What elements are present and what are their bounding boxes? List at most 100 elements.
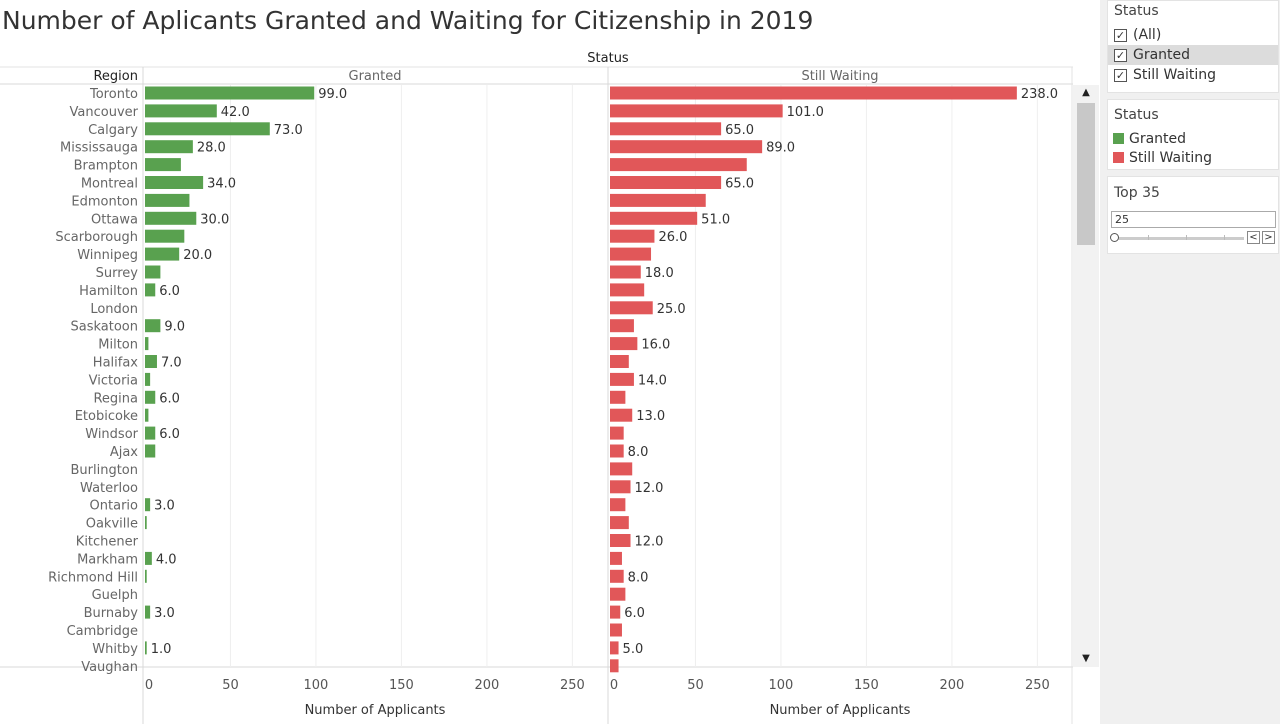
x-tick-label: 150 <box>854 678 879 693</box>
category-label: Victoria <box>89 373 138 388</box>
category-label: Scarborough <box>55 230 138 245</box>
parameter-input[interactable]: 25 <box>1111 211 1276 228</box>
x-tick-label: 0 <box>610 678 618 693</box>
category-label: Hamilton <box>79 284 138 299</box>
data-label: 16.0 <box>641 338 670 353</box>
data-label: 1.0 <box>151 642 172 657</box>
vertical-scrollbar[interactable]: ▲ ▼ <box>1073 85 1099 667</box>
bar <box>610 551 622 565</box>
parameter-title: Top 35 <box>1114 185 1160 201</box>
color-legend-card: Status Granted Still Waiting <box>1107 99 1279 170</box>
bar <box>610 623 622 637</box>
data-label: 6.0 <box>159 284 180 299</box>
category-label: Milton <box>98 338 138 353</box>
bar <box>610 426 624 440</box>
data-label: 99.0 <box>318 87 347 102</box>
panel-header-granted: Granted <box>349 69 402 84</box>
checkbox-icon[interactable]: ✓ <box>1114 48 1127 62</box>
legend-label: Granted <box>1129 130 1187 147</box>
scroll-thumb[interactable] <box>1077 103 1095 245</box>
checkbox-icon[interactable]: ✓ <box>1114 68 1127 82</box>
x-tick-label: 150 <box>389 678 414 693</box>
data-label: 34.0 <box>207 177 236 192</box>
bar <box>610 372 634 386</box>
data-label: 26.0 <box>658 230 687 245</box>
data-label: 42.0 <box>221 105 250 120</box>
data-label: 65.0 <box>725 177 754 192</box>
data-label: 6.0 <box>159 427 180 442</box>
bar <box>610 122 722 136</box>
chevron-left-icon[interactable]: < <box>1247 231 1260 244</box>
chevron-right-icon[interactable]: > <box>1262 231 1275 244</box>
row-header-region: Region <box>93 69 138 84</box>
bar <box>610 176 722 189</box>
filter-item-still-waiting[interactable]: ✓ Still Waiting <box>1108 65 1278 85</box>
bar <box>610 408 633 422</box>
data-label: 51.0 <box>701 212 730 227</box>
bar <box>610 587 626 601</box>
data-label: 6.0 <box>159 391 180 406</box>
bar <box>145 372 151 386</box>
x-tick-label: 100 <box>304 678 329 693</box>
slider-thumb[interactable] <box>1110 233 1119 242</box>
plot-mask <box>0 668 1072 724</box>
bar <box>145 337 149 351</box>
top-parameter-card: Top 35 25 < > <box>1107 176 1279 254</box>
bar <box>610 498 626 512</box>
bar <box>145 283 156 297</box>
data-label: 73.0 <box>274 123 303 138</box>
data-label: 9.0 <box>164 320 185 335</box>
category-label: Halifax <box>93 356 139 371</box>
bar <box>145 211 197 225</box>
x-tick-label: 50 <box>687 678 704 693</box>
category-label: Ontario <box>90 499 138 514</box>
data-label: 7.0 <box>161 356 182 371</box>
bar <box>145 229 185 243</box>
filter-item-granted[interactable]: ✓ Granted <box>1108 45 1278 65</box>
category-label: Burnaby <box>84 606 139 621</box>
data-label: 89.0 <box>766 141 795 156</box>
slider-tick <box>1186 235 1187 240</box>
x-tick-label: 250 <box>560 678 585 693</box>
scroll-up-icon[interactable]: ▲ <box>1082 87 1090 98</box>
bar <box>145 355 157 368</box>
filter-item-all[interactable]: ✓ (All) <box>1108 25 1278 45</box>
x-tick-label: 250 <box>1025 678 1050 693</box>
category-label: Kitchener <box>76 535 139 550</box>
category-label: Winnipeg <box>77 248 138 263</box>
bar <box>145 122 270 136</box>
data-label: 65.0 <box>725 123 754 138</box>
bar <box>610 444 624 458</box>
bar <box>145 140 193 154</box>
data-label: 13.0 <box>636 409 665 424</box>
status-filter-card: Status ✓ (All) ✓ Granted ✓ Still Waiting <box>1107 0 1279 93</box>
bar <box>610 534 631 547</box>
category-label: Etobicoke <box>75 409 138 424</box>
bar <box>145 605 151 619</box>
bar <box>145 569 147 583</box>
scroll-down-icon[interactable]: ▼ <box>1082 653 1090 664</box>
x-tick-label: 100 <box>769 678 794 693</box>
category-label: London <box>90 302 138 317</box>
panel-header-still-waiting: Still Waiting <box>801 69 878 84</box>
category-label: Regina <box>93 391 138 406</box>
category-label: Oakville <box>86 517 138 532</box>
category-label: Edmonton <box>71 194 138 209</box>
legend-swatch <box>1113 152 1124 163</box>
slider-tick <box>1148 235 1149 240</box>
legend-item-granted: Granted <box>1108 129 1278 148</box>
bar <box>610 319 634 333</box>
bar <box>145 193 190 207</box>
slider-track[interactable] <box>1114 237 1244 240</box>
bar <box>610 229 655 243</box>
category-label: Burlington <box>70 463 138 478</box>
bar <box>145 319 161 333</box>
bar <box>610 569 624 583</box>
bar <box>145 158 181 172</box>
data-label: 101.0 <box>787 105 824 120</box>
checkbox-icon[interactable]: ✓ <box>1114 28 1127 42</box>
bar <box>145 390 156 404</box>
bar <box>610 605 621 619</box>
bar <box>610 211 698 225</box>
data-label: 4.0 <box>156 552 177 567</box>
